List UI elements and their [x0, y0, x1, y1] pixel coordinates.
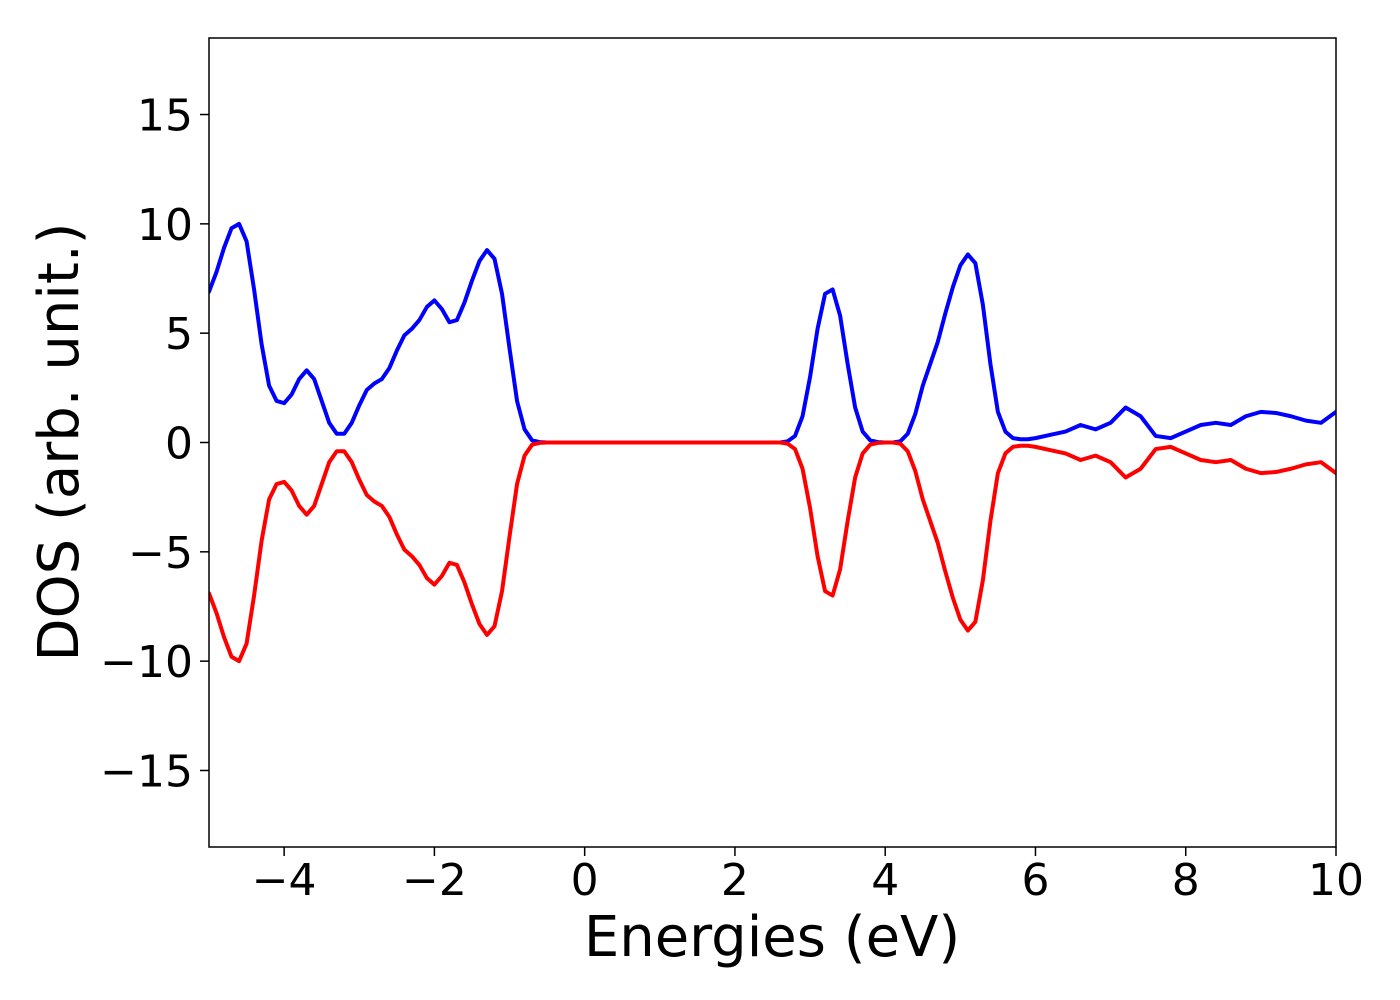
y-tick-label: 5	[165, 309, 193, 360]
x-tick-label: 2	[721, 855, 749, 906]
y-axis: 15 10 5 0 −5 −10 −15	[100, 91, 209, 797]
x-tick-label: −4	[252, 855, 317, 906]
y-tick-label: −15	[100, 746, 193, 797]
x-tick-label: 0	[571, 855, 599, 906]
series-line-spin-down	[209, 440, 1336, 664]
x-tick-label: 10	[1308, 855, 1364, 906]
y-tick-label: 0	[165, 419, 193, 470]
series-layer	[209, 221, 1336, 664]
y-tick-label: −10	[100, 637, 193, 688]
x-tick-label: 8	[1172, 855, 1200, 906]
x-axis: −4 −2 0 2 4 6 8 10	[252, 847, 1364, 906]
series-line-spin-up	[209, 221, 1336, 445]
y-axis-title: DOS (arb. unit.)	[27, 222, 92, 661]
x-tick-label: 6	[1021, 855, 1049, 906]
x-axis-title: Energies (eV)	[584, 905, 960, 970]
y-tick-label: −5	[128, 528, 193, 579]
x-tick-label: −2	[402, 855, 467, 906]
y-tick-label: 15	[137, 91, 193, 142]
x-tick-label: 4	[871, 855, 899, 906]
y-tick-label: 10	[137, 200, 193, 251]
